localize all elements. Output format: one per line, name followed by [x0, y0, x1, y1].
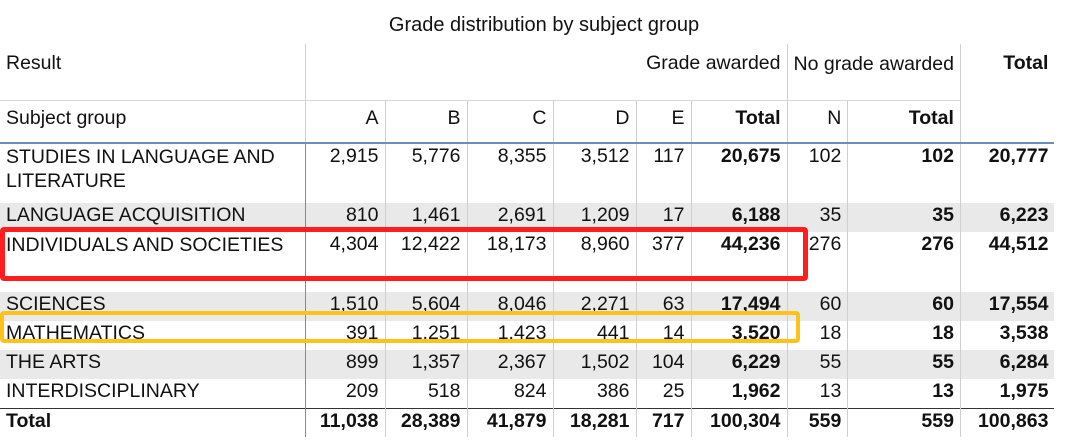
col-header-a: A: [305, 100, 386, 144]
cell-grade-total: 1,962: [691, 379, 788, 408]
cell-overall-total: 100,863: [960, 407, 1055, 437]
cell-c: 41,879: [467, 407, 554, 437]
table-row: SCIENCES 1,510 5,604 8,046 2,271 63 17,494 60 60…: [0, 292, 1055, 321]
col-header-c: C: [467, 100, 554, 144]
row-label: SCIENCES: [0, 292, 306, 321]
cell-d: 2,271: [553, 292, 637, 321]
cell-overall-total: 1,975: [999, 380, 1049, 402]
row-label: MATHEMATICS: [0, 321, 306, 350]
cell-e: 377: [636, 232, 692, 292]
cell-n: 102: [787, 143, 849, 203]
table-row: Total 11,038 28,389 41,879 18,281 717 100,304 5…: [0, 407, 1055, 437]
cell-grade-total: 6,229: [691, 350, 788, 379]
overall-total-header: Total: [960, 44, 1055, 144]
row-label: INDIVIDUALS AND SOCIETIES: [0, 232, 306, 292]
cell-a: 11,038: [305, 407, 386, 437]
cell-grade-total: 3,520: [691, 321, 788, 350]
col-header-e: E: [636, 100, 692, 144]
col-header-no-grade-total: Total: [847, 100, 961, 144]
col-header-d: D: [553, 100, 637, 144]
cell-n: 55: [787, 350, 849, 379]
cell-overall-total: 3,538: [999, 322, 1049, 344]
cell-overall-total: 20,777: [988, 145, 1049, 167]
cell-no-grade-total: 60: [847, 292, 961, 321]
subject-group-header: Subject group: [0, 100, 306, 144]
header-row-group: Result Grade awarded No grade awarded To…: [0, 44, 1055, 144]
cell-a: 209: [305, 379, 386, 408]
col-header-b: B: [385, 100, 468, 144]
row-label: STUDIES IN LANGUAGE AND LITERATURE: [0, 143, 306, 203]
row-label: THE ARTS: [0, 350, 306, 379]
cell-b: 518: [385, 379, 468, 408]
row-label: INTERDISCIPLINARY: [0, 379, 306, 408]
cell-d: 441: [553, 321, 637, 350]
cell-e: 25: [636, 379, 692, 408]
table-row: THE ARTS 899 1,357 2,367 1,502 104 6,229 55 55 6,…: [0, 350, 1055, 379]
cell-a: 899: [305, 350, 386, 379]
cell-a: 391: [305, 321, 386, 350]
cell-b: 1,251: [385, 321, 468, 350]
cell-no-grade-total: 102: [847, 143, 961, 203]
cell-no-grade-total: 55: [847, 350, 961, 379]
cell-e: 117: [636, 143, 692, 203]
cell-b: 28,389: [385, 407, 468, 437]
cell-overall-total: 17,554: [960, 292, 1055, 321]
cell-overall-total: 6,284: [960, 350, 1055, 379]
cell-c: 1,423: [467, 321, 554, 350]
chart-title: Grade distribution by subject group: [388, 14, 700, 36]
cell-d: 3,512: [553, 143, 637, 203]
cell-d: 8,960: [553, 232, 637, 292]
cell-n: 276: [787, 232, 849, 292]
cell-d: 18,281: [553, 407, 637, 437]
cell-a: 2,915: [305, 143, 386, 203]
header-row-columns: Subject group A B C D E Total N Total: [0, 100, 1054, 144]
cell-b: 5,776: [385, 143, 468, 203]
cell-grade-total: 44,236: [691, 232, 788, 292]
cell-a: 1,510: [305, 292, 386, 321]
cell-e: 63: [636, 292, 692, 321]
cell-e: 104: [636, 350, 692, 379]
table-body: STUDIES IN LANGUAGE AND LITERATURE 2,915 5…: [0, 143, 1055, 437]
cell-no-grade-total: 276: [847, 232, 961, 292]
cell-b: 12,422: [385, 232, 468, 292]
cell-c: 18,173: [467, 232, 554, 292]
cell-c: 2,367: [467, 350, 554, 379]
cell-c: 8,355: [467, 143, 554, 203]
cell-c: 8,046: [467, 292, 554, 321]
cell-e: 717: [636, 407, 692, 437]
cell-b: 1,357: [385, 350, 468, 379]
cell-d: 1,502: [553, 350, 637, 379]
cell-e: 14: [636, 321, 692, 350]
cell-overall-total: 6,223: [960, 203, 1055, 232]
cell-n: 13: [787, 379, 849, 408]
cell-grade-total: 17,494: [691, 292, 788, 321]
table-row: INDIVIDUALS AND SOCIETIES 4,304 12,422 18,1…: [0, 232, 1054, 292]
highlight-mathematics: [0, 311, 800, 343]
result-header: Result: [0, 44, 306, 101]
cell-c: 824: [467, 379, 554, 408]
row-label: Total: [0, 407, 306, 437]
cell-no-grade-total: 13: [847, 379, 961, 408]
col-header-n: N: [787, 100, 849, 144]
cell-no-grade-total: 559: [847, 407, 961, 437]
cell-overall-total: 44,512: [988, 233, 1049, 255]
col-header-grade-total: Total: [691, 100, 788, 144]
cell-b: 5,604: [385, 292, 468, 321]
table-row: STUDIES IN LANGUAGE AND LITERATURE 2,915 5…: [0, 143, 1054, 203]
no-grade-awarded-header: No grade awarded: [787, 44, 961, 101]
grade-awarded-header: Grade awarded: [305, 44, 788, 101]
table-row: INTERDISCIPLINARY 209 518 824 386 25 1,962 13 13…: [0, 379, 1054, 408]
cell-d: 386: [553, 379, 637, 408]
cell-n: 559: [787, 407, 849, 437]
cell-no-grade-total: 18: [847, 321, 961, 350]
highlight-individuals-and-societies: [0, 227, 808, 281]
cell-grade-total: 20,675: [691, 143, 788, 203]
cell-no-grade-total: 35: [847, 203, 961, 232]
cell-grade-total: 100,304: [691, 407, 788, 437]
cell-a: 4,304: [305, 232, 386, 292]
